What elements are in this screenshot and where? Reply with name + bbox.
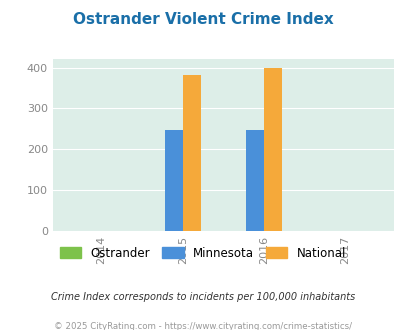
Text: Crime Index corresponds to incidents per 100,000 inhabitants: Crime Index corresponds to incidents per… [51,292,354,302]
Bar [263,68,281,231]
Text: Ostrander Violent Crime Index: Ostrander Violent Crime Index [72,12,333,26]
Legend: Ostrander, Minnesota, National: Ostrander, Minnesota, National [60,247,345,260]
Bar [182,75,200,231]
Bar [164,130,182,231]
Text: © 2025 CityRating.com - https://www.cityrating.com/crime-statistics/: © 2025 CityRating.com - https://www.city… [54,322,351,330]
Bar [245,130,263,231]
